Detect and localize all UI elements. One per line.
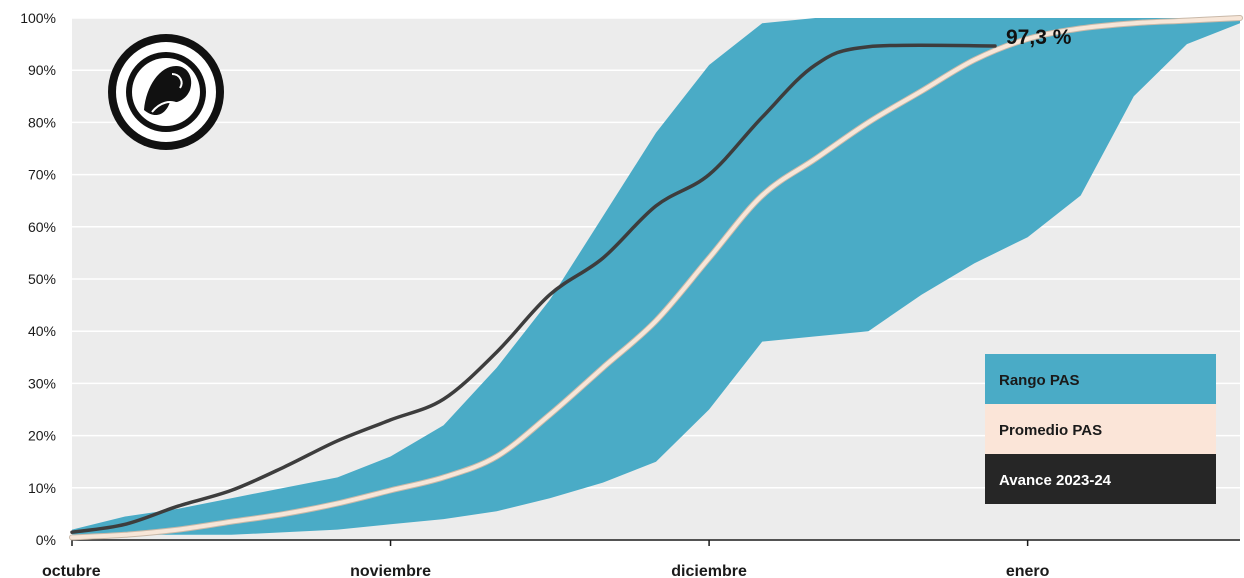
- y-tick-label: 20%: [28, 428, 56, 444]
- y-tick-label: 70%: [28, 167, 56, 183]
- y-tick-label: 50%: [28, 271, 56, 287]
- y-axis: 0% 10% 20% 30% 40% 50% 60% 70% 80% 90% 100%: [20, 10, 56, 548]
- legend-label: Promedio PAS: [999, 422, 1102, 439]
- x-tick-label: diciembre: [671, 563, 747, 578]
- average-line: [70, 16, 1242, 540]
- legend-label: Rango PAS: [999, 372, 1080, 389]
- series-layer: [69, 15, 1243, 541]
- y-tick-label: 90%: [28, 62, 56, 78]
- x-tick-label: enero: [1006, 563, 1050, 578]
- y-tick-label: 60%: [28, 219, 56, 235]
- legend-swatch: [985, 354, 1216, 404]
- y-tick-label: 30%: [28, 375, 56, 391]
- institution-logo: [108, 34, 224, 150]
- progress-line: [70, 43, 997, 534]
- y-tick-label: 100%: [20, 10, 56, 26]
- legend-label: Avance 2023-24: [999, 472, 1112, 489]
- end-value-label: 97,3 %: [1006, 26, 1072, 49]
- legend-swatch: [985, 404, 1216, 454]
- y-tick-label: 80%: [28, 114, 56, 130]
- x-axis: octubre noviembre diciembre enero: [42, 539, 1240, 578]
- legend: Rango PAS Promedio PAS Avance 2023-24: [985, 354, 1216, 504]
- legend-swatch: [985, 454, 1216, 504]
- y-tick-label: 40%: [28, 323, 56, 339]
- range-band-area: [72, 18, 1240, 535]
- x-tick-label: octubre: [42, 563, 101, 578]
- x-tick-label: noviembre: [350, 563, 431, 578]
- y-tick-label: 10%: [28, 480, 56, 496]
- y-tick-label: 0%: [36, 532, 56, 548]
